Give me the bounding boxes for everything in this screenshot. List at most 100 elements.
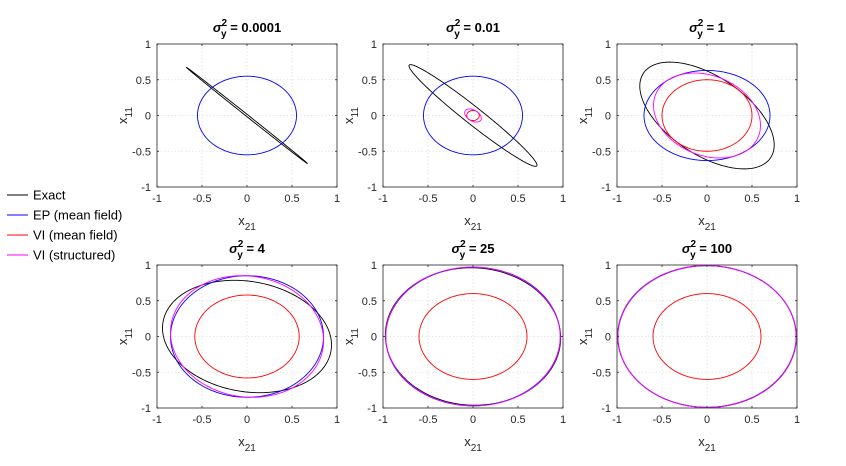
y-tick-label: 0 <box>605 332 611 344</box>
subplot-6: -1 -0.5 0 0.5 1 -1 -0.5 0 0.5 1 x21 x11 σ2 y = 100 <box>575 239 800 454</box>
y-tick-label: 0.5 <box>136 296 151 308</box>
y-tick-label: 1 <box>371 39 377 51</box>
x-tick-label: -0.5 <box>653 414 672 426</box>
y-tick-label: 0.5 <box>596 296 611 308</box>
series-ep-mean-field <box>423 75 523 156</box>
y-tick-label: -0.5 <box>358 146 377 158</box>
x-tick-label: 1 <box>334 414 340 426</box>
subplot-title: σ2 y = 4 <box>229 239 266 261</box>
x-tick-label: 0 <box>244 193 250 205</box>
y-tick-label: -1 <box>601 403 611 415</box>
x-tick-label: -0.5 <box>193 414 212 426</box>
x-axis-label: x21 <box>464 213 482 233</box>
series-vi-mean-field <box>194 294 300 379</box>
subplot-1: -1 -0.5 0 0.5 1 -1 -0.5 0 0.5 1 x21 x11 σ2 y = 0.0001 <box>115 18 340 233</box>
legend-label: Exact <box>33 188 66 203</box>
subplot-title: σ2 y = 0.0001 <box>213 18 281 40</box>
x-tick-label: 0 <box>470 414 476 426</box>
x-tick-label: -1 <box>378 414 388 426</box>
subplot-title: σ2 y = 25 <box>451 239 494 261</box>
legend-item: VI (mean field) <box>7 228 118 243</box>
y-tick-label: 1 <box>605 39 611 51</box>
series-group <box>639 61 775 170</box>
series-exact <box>186 67 308 164</box>
series-group <box>384 266 562 407</box>
x-tick-label: 1 <box>794 193 800 205</box>
y-tick-label: -0.5 <box>132 367 151 379</box>
legend-label: VI (structured) <box>33 248 115 263</box>
y-tick-label: -0.5 <box>132 146 151 158</box>
x-tick-label: 1 <box>794 414 800 426</box>
y-tick-label: -0.5 <box>592 367 611 379</box>
series-group <box>408 64 538 167</box>
y-tick-label: 0.5 <box>136 75 151 87</box>
y-axis-label: x11 <box>341 107 361 124</box>
y-tick-label: -1 <box>601 182 611 194</box>
legend-item: VI (structured) <box>7 248 115 263</box>
x-axis-label: x21 <box>464 434 482 454</box>
subplot-title: σ2 y = 100 <box>682 239 732 261</box>
y-tick-label: 0.5 <box>362 296 377 308</box>
y-tick-label: 0.5 <box>362 75 377 87</box>
x-tick-label: 0 <box>704 193 710 205</box>
y-tick-label: -0.5 <box>592 146 611 158</box>
y-tick-label: 0 <box>371 332 377 344</box>
y-axis-label: x11 <box>341 328 361 345</box>
y-tick-label: 1 <box>145 39 151 51</box>
x-tick-label: -1 <box>378 193 388 205</box>
x-tick-label: -0.5 <box>419 414 438 426</box>
y-axis-label: x11 <box>575 328 595 345</box>
y-tick-label: 0.5 <box>596 75 611 87</box>
x-tick-label: 0.5 <box>744 193 759 205</box>
series-ep-mean-field <box>197 75 297 156</box>
x-tick-label: -0.5 <box>419 193 438 205</box>
series-vi-structured <box>170 275 324 398</box>
series-group <box>162 275 332 398</box>
y-tick-label: -1 <box>367 403 377 415</box>
y-tick-label: 1 <box>371 260 377 272</box>
x-tick-label: 0 <box>470 193 476 205</box>
x-tick-label: 1 <box>334 193 340 205</box>
x-tick-label: 0.5 <box>284 414 299 426</box>
y-axis-label: x11 <box>575 107 595 124</box>
x-tick-label: 0.5 <box>744 414 759 426</box>
subplot-title: σ2 y = 0.01 <box>446 18 500 40</box>
x-tick-label: 0.5 <box>284 193 299 205</box>
x-tick-label: 0.5 <box>510 193 525 205</box>
y-tick-label: -0.5 <box>358 367 377 379</box>
y-tick-label: 0 <box>371 111 377 123</box>
series-exact <box>408 64 538 167</box>
series-vi-structured <box>653 72 761 159</box>
x-tick-label: -1 <box>612 193 622 205</box>
legend-label: VI (mean field) <box>33 228 118 243</box>
x-tick-label: -1 <box>152 193 162 205</box>
y-tick-label: 0 <box>145 111 151 123</box>
y-tick-label: -1 <box>141 403 151 415</box>
series-vi-structured <box>385 266 561 407</box>
x-tick-label: 0 <box>704 414 710 426</box>
legend-item: Exact <box>7 188 66 203</box>
y-tick-label: 0 <box>605 111 611 123</box>
y-tick-label: 1 <box>145 260 151 272</box>
x-axis-label: x21 <box>698 434 716 454</box>
series-vi-structured <box>464 108 482 123</box>
subplot-title: σ2 y = 1 <box>689 18 725 40</box>
legend-item: EP (mean field) <box>7 208 122 223</box>
x-axis-label: x21 <box>238 434 256 454</box>
subplot-3: -1 -0.5 0 0.5 1 -1 -0.5 0 0.5 1 x21 x11 σ2 y = 1 <box>575 18 800 233</box>
subplot-5: -1 -0.5 0 0.5 1 -1 -0.5 0 0.5 1 x21 x11 σ2 y = 25 <box>341 239 566 454</box>
y-tick-label: 0 <box>145 332 151 344</box>
subplot-4: -1 -0.5 0 0.5 1 -1 -0.5 0 0.5 1 x21 x11 σ2 y = 4 <box>115 239 340 454</box>
x-tick-label: 1 <box>560 193 566 205</box>
x-tick-label: -1 <box>612 414 622 426</box>
legend: Exact EP (mean field) VI (mean field) VI (s… <box>7 188 122 263</box>
x-tick-label: -0.5 <box>653 193 672 205</box>
x-tick-label: -0.5 <box>193 193 212 205</box>
y-tick-label: 1 <box>605 260 611 272</box>
legend-label: EP (mean field) <box>33 208 122 223</box>
y-axis-label: x11 <box>115 328 135 345</box>
series-vi-mean-field <box>418 293 528 380</box>
series-vi-mean-field <box>661 79 753 152</box>
y-axis-label: x11 <box>115 107 135 124</box>
